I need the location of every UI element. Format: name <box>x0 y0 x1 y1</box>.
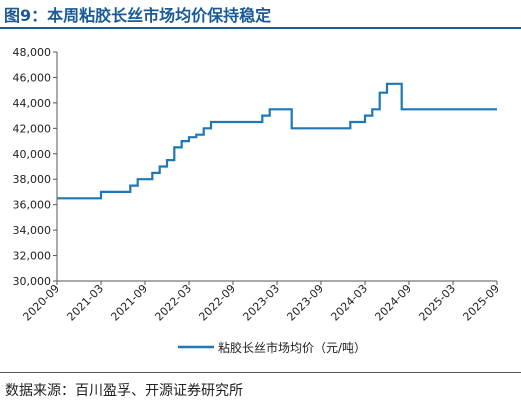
y-tick-label: 44,000 <box>13 97 52 110</box>
y-tick-label: 48,000 <box>13 46 52 59</box>
x-tick-label: 2023-03 <box>240 282 282 324</box>
x-tick-label: 2022-09 <box>196 282 238 324</box>
source-rule <box>0 372 521 373</box>
x-tick-label: 2024-03 <box>328 282 370 324</box>
x-tick-label: 2022-03 <box>152 282 194 324</box>
x-tick-label: 2025-09 <box>460 282 502 324</box>
x-tick-label: 2023-09 <box>284 282 326 324</box>
x-tick-label: 2021-03 <box>64 282 106 324</box>
x-tick-label: 2024-09 <box>372 282 414 324</box>
y-axis: 30,000 32,000 34,000 36,000 38,000 40,000 42,0… <box>13 46 58 288</box>
y-tick-label: 42,000 <box>13 122 52 135</box>
legend: 粘胶长丝市场均价（元/吨） <box>178 340 366 355</box>
x-tick-label: 2021-09 <box>108 282 150 324</box>
legend-label: 粘胶长丝市场均价（元/吨） <box>218 340 366 355</box>
y-tick-label: 32,000 <box>13 250 52 263</box>
y-tick-label: 34,000 <box>13 224 52 237</box>
x-axis: 2020-09 2021-03 2021-09 2022-03 2022-09 2023-… <box>20 280 502 324</box>
y-tick-label: 36,000 <box>13 199 52 212</box>
x-tick-label: 2025-03 <box>416 282 458 324</box>
series-line <box>57 82 497 200</box>
y-tick-label: 30,000 <box>13 275 52 288</box>
x-tick-label: 2020-09 <box>20 282 62 324</box>
source-note: 数据来源：百川盈孚、开源证券研究所 <box>5 383 243 399</box>
plot-area <box>57 82 497 200</box>
line-chart: 30,000 32,000 34,000 36,000 38,000 40,000 42,0… <box>13 46 503 355</box>
y-tick-label: 46,000 <box>13 71 52 84</box>
y-tick-label: 40,000 <box>13 148 52 161</box>
y-tick-label: 38,000 <box>13 173 52 186</box>
chart-title: 图9：本周粘胶长丝市场均价保持稳定 <box>4 6 272 25</box>
title-rule <box>0 27 521 29</box>
